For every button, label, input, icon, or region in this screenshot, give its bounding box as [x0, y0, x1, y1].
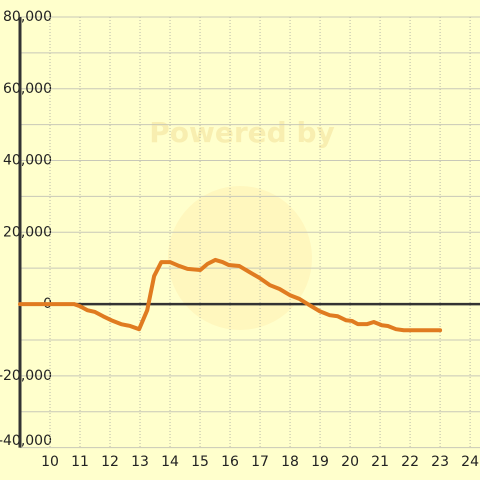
x-tick-label: 19	[311, 454, 329, 470]
y-tick-label: 80,000	[3, 9, 52, 25]
y-tick-label: -40,000	[0, 433, 52, 449]
x-tick-label: 17	[251, 454, 269, 470]
y-tick-label: 40,000	[3, 153, 52, 169]
x-tick-label: 24	[461, 454, 479, 470]
x-tick-label: 15	[191, 454, 209, 470]
x-tick-label: 12	[101, 454, 119, 470]
x-tick-label: 20	[341, 454, 359, 470]
x-tick-label: 16	[221, 454, 239, 470]
watermark-logo	[168, 186, 312, 330]
x-tick-label: 21	[371, 454, 389, 470]
data-line	[18, 257, 443, 333]
x-tick-label: 22	[401, 454, 419, 470]
x-tick-label: 13	[131, 454, 149, 470]
watermark: Powered by	[149, 116, 335, 149]
x-tick-label: 23	[431, 454, 449, 470]
x-tick-label: 18	[281, 454, 299, 470]
x-tick-label: 11	[71, 454, 89, 470]
x-tick-label: 14	[161, 454, 179, 470]
y-tick-label: 20,000	[3, 224, 52, 240]
y-tick-label: -20,000	[0, 368, 52, 384]
y-tick-label: 60,000	[3, 81, 52, 97]
x-tick-label: 10	[41, 454, 59, 470]
